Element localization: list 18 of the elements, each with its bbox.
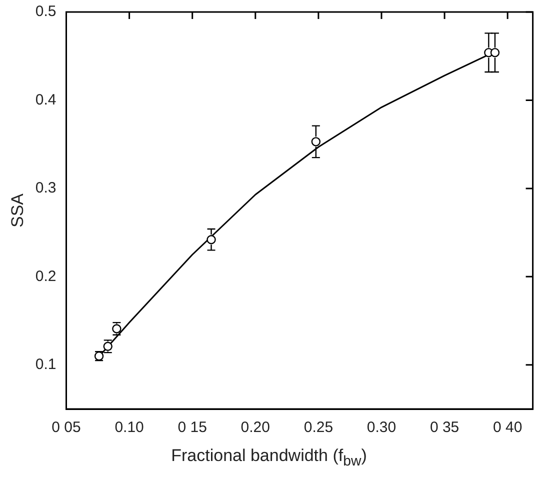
x-tick-label: 0.30 [366,419,396,436]
x-tick-label: 0.10 [114,419,144,436]
x-axis-title: Fractional bandwidth (f$_{bw}$) [170,446,368,470]
point [490,48,500,58]
point [311,137,321,146]
x-tick-label: 0 15 [178,419,207,436]
x-tick-label: 0.25 [304,419,334,436]
x-tick-label: 0 05 [52,419,81,436]
y-tick-label: 0.1 [35,356,56,374]
x-tick-label: 0.20 [240,419,270,436]
y-tick-label: 0.3 [35,180,56,197]
y-tick-label: 0.2 [35,268,56,285]
y-tick-label: 0.5 [35,3,56,20]
x-tick-label: 0 40 [492,419,522,436]
y-axis-title: SSA [8,192,27,228]
point [206,235,216,244]
y-tick-label: 0.4 [35,91,56,108]
x-tick-label: 0 35 [430,419,460,436]
